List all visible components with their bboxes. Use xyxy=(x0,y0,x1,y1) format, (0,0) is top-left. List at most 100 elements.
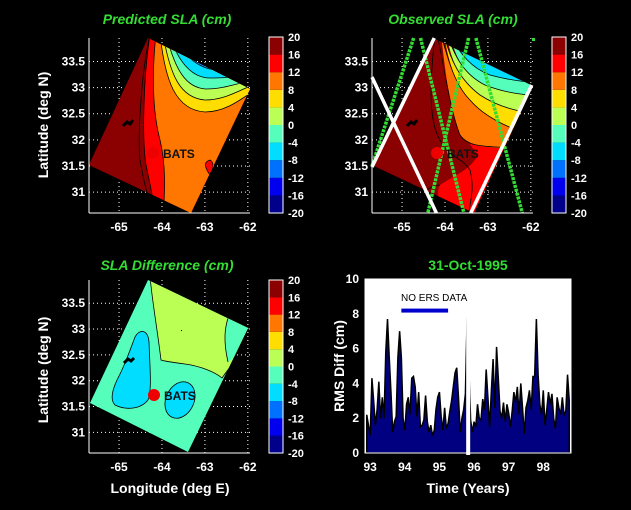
difference-ylabel: Latitude (deg N) xyxy=(35,317,51,424)
y-tick-label: 31 xyxy=(72,425,86,439)
predicted-axes: -65 -64 -63 -62 31 31.5 32 32.5 33 33.5 xyxy=(62,38,257,234)
colorbar-segment xyxy=(552,107,566,125)
difference-colorbar: 20 16 12 8 4 0 -4 -8 -12 -16 -20 xyxy=(268,275,304,460)
colorbar-tick-label: 12 xyxy=(288,67,300,79)
colorbar-segment xyxy=(269,418,283,436)
difference-station-marker xyxy=(148,389,160,401)
obs-band-orange-bottom xyxy=(480,200,520,213)
panel-observed: Observed SLA (cm) xyxy=(345,11,587,234)
observed-colorbar: 20 16 12 8 4 0 -4 -8 -12 -16 -20 xyxy=(551,32,587,220)
x-tick-label: -64 xyxy=(436,220,454,234)
y-tick-label: 31.5 xyxy=(345,159,369,173)
y-tick-label: 31 xyxy=(355,185,369,199)
x-tick-label: 94 xyxy=(398,460,412,474)
colorbar-tick-label: -20 xyxy=(288,208,304,220)
difference-station-label: BATS xyxy=(164,389,196,403)
colorbar-segment xyxy=(269,401,283,419)
x-tick-label: -64 xyxy=(153,220,171,234)
x-tick-label: -65 xyxy=(110,460,128,474)
colorbar-tick-label: -8 xyxy=(571,155,581,167)
colorbar-tick-label: 16 xyxy=(288,50,300,62)
green-satellite-track xyxy=(426,37,471,214)
colorbar-segment xyxy=(269,142,283,161)
predicted-island xyxy=(121,119,135,128)
panel-rms: 31-Oct-1995 NO ERS DATA 93 94 95 96 97 98 0 2 4 6… xyxy=(331,257,572,496)
colorbar-tick-label: 4 xyxy=(288,344,295,356)
difference-title: SLA Difference (cm) xyxy=(100,257,233,273)
x-tick-label: -63 xyxy=(479,220,497,234)
x-tick-label: -62 xyxy=(239,220,257,234)
colorbar-segment xyxy=(552,142,566,161)
colorbar-tick-label: 4 xyxy=(288,102,295,114)
x-tick-label: -65 xyxy=(110,220,128,234)
y-tick-label: 8 xyxy=(352,307,359,321)
observed-title: Observed SLA (cm) xyxy=(388,11,518,27)
obs-band-8-12 xyxy=(441,38,533,150)
colorbar-tick-label: -12 xyxy=(288,173,304,185)
colorbar-tick-label: 4 xyxy=(571,102,578,114)
green-satellite-track xyxy=(370,37,416,167)
panel-difference: SLA Difference (cm) BATS -65 -64 -63 -62 31 3… xyxy=(35,257,304,496)
observed-island xyxy=(405,119,419,128)
white-satellite-track xyxy=(370,37,436,168)
rms-axes: 93 94 95 96 97 98 0 2 4 6 8 10 xyxy=(346,272,551,474)
colorbar-segment xyxy=(269,125,283,143)
x-tick-label: -63 xyxy=(196,220,214,234)
colorbar-segment xyxy=(269,383,283,402)
green-satellite-track xyxy=(474,37,524,214)
colorbar-segment xyxy=(552,177,566,196)
observed-station-label: BATS xyxy=(447,147,479,161)
y-tick-label: 33.5 xyxy=(62,296,86,310)
x-tick-label: -62 xyxy=(522,220,540,234)
colorbar-tick-label: -4 xyxy=(288,138,299,150)
band-m20-m16 xyxy=(190,38,250,62)
colorbar-segment xyxy=(269,107,283,125)
y-tick-label: 2 xyxy=(352,411,359,425)
colorbar-segment xyxy=(269,349,283,367)
colorbar-frame xyxy=(551,36,567,214)
x-tick-label: 97 xyxy=(502,460,516,474)
y-tick-label: 0 xyxy=(352,446,359,460)
y-tick-label: 31.5 xyxy=(62,159,86,173)
no-ers-data-label: NO ERS DATA xyxy=(401,293,468,304)
green-satellite-track xyxy=(418,37,466,214)
colorbar-tick-label: -20 xyxy=(288,448,304,460)
white-satellite-track xyxy=(469,84,534,214)
x-tick-label: 95 xyxy=(433,460,447,474)
colorbar-segment xyxy=(269,72,283,90)
colorbar-tick-label: 12 xyxy=(288,310,300,322)
y-tick-label: 32.5 xyxy=(62,107,86,121)
y-tick-label: 6 xyxy=(352,342,359,356)
y-tick-label: 31.5 xyxy=(62,400,86,414)
y-tick-label: 33.5 xyxy=(62,55,86,69)
colorbar-segment xyxy=(552,54,566,73)
colorbar-segment xyxy=(552,195,566,213)
colorbar-tick-label: 20 xyxy=(571,32,583,44)
y-tick-label: 33.5 xyxy=(345,55,369,69)
colorbar-segment xyxy=(552,160,566,178)
colorbar-tick-label: 16 xyxy=(288,292,300,304)
predicted-station-label: BATS xyxy=(163,147,195,161)
rms-ylabel: RMS Diff (cm) xyxy=(331,320,347,412)
colorbar-frame xyxy=(268,279,284,454)
rms-xlabel: Time (Years) xyxy=(426,480,509,496)
colorbar-tick-label: -8 xyxy=(288,155,298,167)
y-tick-label: 4 xyxy=(352,376,359,390)
colorbar-tick-label: 8 xyxy=(288,85,294,97)
y-tick-label: 31 xyxy=(72,185,86,199)
white-satellite-track xyxy=(370,76,438,214)
observed-tracks xyxy=(370,37,534,214)
diff-band-m8-m4-b xyxy=(164,381,196,419)
colorbar-segment xyxy=(269,314,283,332)
y-tick-label: 10 xyxy=(346,272,360,286)
colorbar-segment xyxy=(552,89,566,108)
colorbar-tick-label: 20 xyxy=(288,275,300,287)
difference-xlabel: Longitude (deg E) xyxy=(111,480,230,496)
difference-island xyxy=(122,356,136,365)
colorbar-tick-label: -12 xyxy=(571,173,587,185)
difference-dot xyxy=(181,330,182,331)
colorbar-tick-label: -8 xyxy=(288,396,298,408)
colorbar-tick-label: -4 xyxy=(571,138,582,150)
rms-current-time-marker xyxy=(466,279,471,455)
